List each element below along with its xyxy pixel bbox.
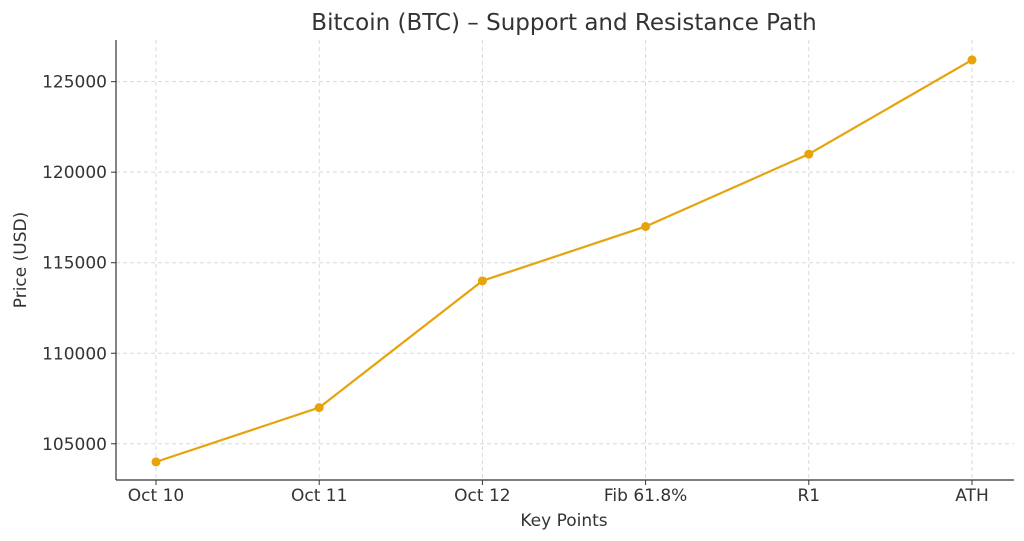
y-tick-label: 125000 (42, 73, 107, 93)
y-tick-label: 120000 (42, 163, 107, 183)
x-tick-label: R1 (797, 486, 820, 506)
data-point (967, 55, 977, 65)
chart-title: Bitcoin (BTC) – Support and Resistance P… (311, 10, 816, 36)
data-point (314, 403, 324, 413)
x-tick-label: Oct 11 (291, 486, 347, 506)
series-line (155, 58, 973, 463)
x-tick-label: Oct 10 (128, 486, 184, 506)
y-axis-label: Price (USD) (11, 212, 31, 308)
y-ticks: 105000 110000 115000 120000 125000 (42, 73, 116, 455)
data-point (151, 457, 161, 467)
data-point (477, 276, 487, 286)
x-tick-label: Oct 12 (454, 486, 510, 506)
x-ticks: Oct 10 Oct 11 Oct 12 Fib 61.8% R1 ATH (128, 480, 989, 506)
x-axis-label: Key Points (520, 511, 607, 531)
data-point (804, 149, 814, 159)
data-point (641, 222, 651, 232)
y-tick-label: 110000 (42, 344, 107, 364)
x-tick-label: Fib 61.8% (604, 486, 687, 506)
x-tick-label: ATH (955, 486, 988, 506)
y-tick-label: 105000 (42, 435, 107, 455)
series-group (151, 55, 977, 467)
y-tick-label: 115000 (42, 254, 107, 274)
grid (116, 40, 1014, 480)
